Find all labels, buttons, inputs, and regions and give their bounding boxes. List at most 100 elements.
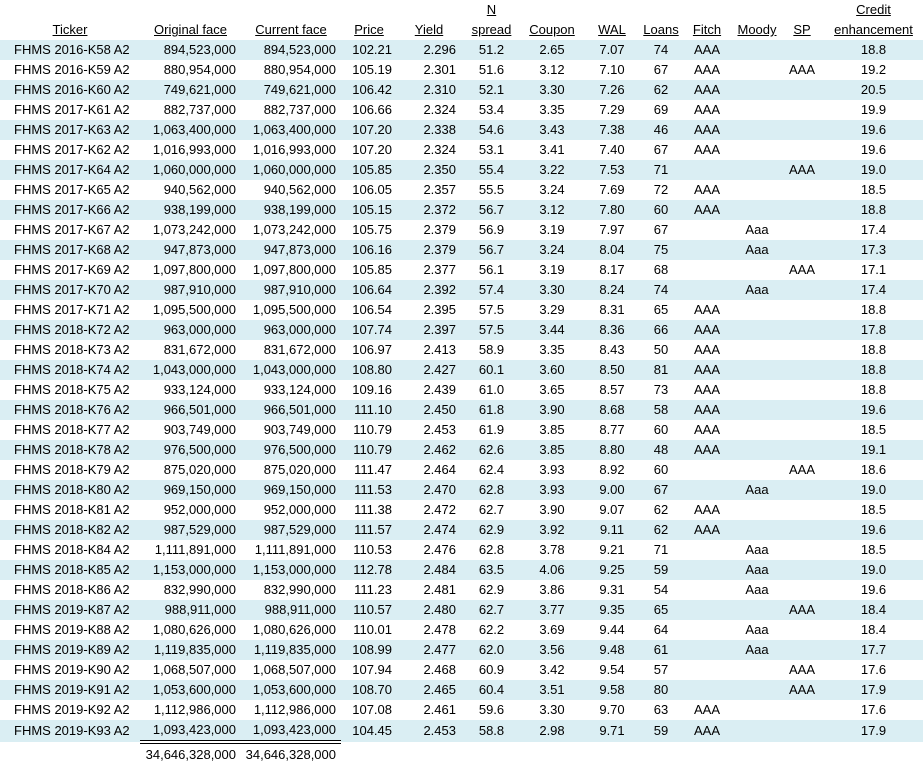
cell-wal[interactable]: 7.38 bbox=[599, 122, 625, 137]
cell-yield[interactable]: 2.379 bbox=[423, 222, 456, 237]
cell-n_spread[interactable]: 60.9 bbox=[478, 662, 505, 677]
cell-yield[interactable]: 2.461 bbox=[423, 702, 456, 717]
cell-original_face[interactable]: 987,910,000 bbox=[163, 282, 236, 297]
cell-original_face[interactable]: 952,000,000 bbox=[163, 502, 236, 517]
cell-coupon[interactable]: 3.60 bbox=[539, 362, 565, 377]
cell-price[interactable]: 107.94 bbox=[352, 662, 392, 677]
cell-yield[interactable]: 2.392 bbox=[423, 282, 456, 297]
cell-original_face[interactable]: 940,562,000 bbox=[163, 182, 236, 197]
cell-price[interactable]: 108.99 bbox=[352, 642, 392, 657]
cell-sp[interactable] bbox=[780, 640, 824, 660]
cell-loans[interactable]: 72 bbox=[653, 182, 669, 197]
cell-moody[interactable] bbox=[734, 300, 780, 320]
cell-fitch[interactable] bbox=[680, 660, 734, 680]
cell-sp[interactable] bbox=[780, 520, 824, 540]
cell-price[interactable]: 106.64 bbox=[352, 282, 392, 297]
header-n_spread-top[interactable]: N bbox=[461, 0, 522, 20]
cell-credit_enhancement[interactable]: 19.2 bbox=[860, 62, 887, 77]
cell-yield[interactable]: 2.324 bbox=[423, 142, 456, 157]
cell-wal[interactable]: 8.80 bbox=[599, 442, 625, 457]
cell-n_spread[interactable]: 57.5 bbox=[478, 302, 505, 317]
cell-moody[interactable] bbox=[734, 180, 780, 200]
cell-n_spread[interactable]: 51.6 bbox=[478, 62, 505, 77]
cell-credit_enhancement[interactable]: 18.6 bbox=[860, 462, 887, 477]
cell-price[interactable]: 106.66 bbox=[352, 102, 392, 117]
cell-yield[interactable]: 2.481 bbox=[423, 582, 456, 597]
cell-sp[interactable] bbox=[780, 40, 824, 60]
cell-credit_enhancement[interactable]: 17.4 bbox=[860, 222, 887, 237]
cell-coupon[interactable]: 3.41 bbox=[539, 142, 565, 157]
header-fitch-top[interactable] bbox=[680, 0, 734, 20]
cell-moody[interactable]: Aaa bbox=[745, 542, 769, 557]
cell-n_spread[interactable]: 56.7 bbox=[478, 242, 505, 257]
cell-price[interactable]: 106.42 bbox=[352, 82, 392, 97]
cell-fitch[interactable] bbox=[680, 160, 734, 180]
cell-loans[interactable]: 74 bbox=[653, 282, 669, 297]
cell-wal[interactable]: 8.36 bbox=[599, 322, 625, 337]
cell-fitch[interactable] bbox=[680, 220, 734, 240]
cell-fitch[interactable] bbox=[680, 600, 734, 620]
cell-ticker[interactable]: FHMS 2019-K88 A2 bbox=[14, 622, 130, 637]
cell-loans[interactable]: 80 bbox=[653, 682, 669, 697]
cell-n_spread[interactable]: 57.4 bbox=[478, 282, 505, 297]
cell-coupon[interactable]: 3.30 bbox=[539, 702, 565, 717]
cell-coupon[interactable]: 3.12 bbox=[539, 202, 565, 217]
cell-original_face[interactable]: 831,672,000 bbox=[163, 342, 236, 357]
cell-loans[interactable]: 58 bbox=[653, 402, 669, 417]
cell-price[interactable]: 108.80 bbox=[352, 362, 392, 377]
cell-n_spread[interactable]: 62.7 bbox=[478, 502, 505, 517]
cell-coupon[interactable]: 3.29 bbox=[539, 302, 565, 317]
cell-price[interactable]: 105.15 bbox=[352, 202, 392, 217]
cell-moody[interactable] bbox=[734, 60, 780, 80]
cell-moody[interactable] bbox=[734, 720, 780, 742]
cell-wal[interactable]: 9.35 bbox=[599, 602, 625, 617]
cell-price[interactable]: 107.20 bbox=[352, 122, 392, 137]
cell-credit_enhancement[interactable]: 19.6 bbox=[860, 522, 887, 537]
cell-current_face[interactable]: 831,672,000 bbox=[263, 342, 336, 357]
cell-n_spread[interactable]: 56.1 bbox=[478, 262, 505, 277]
cell-sp[interactable] bbox=[780, 280, 824, 300]
cell-current_face[interactable]: 1,053,600,000 bbox=[252, 682, 336, 697]
cell-n_spread[interactable]: 62.7 bbox=[478, 602, 505, 617]
cell-coupon[interactable]: 3.93 bbox=[539, 482, 565, 497]
cell-yield[interactable]: 2.301 bbox=[423, 62, 456, 77]
cell-current_face[interactable]: 969,150,000 bbox=[263, 482, 336, 497]
header-price-top[interactable] bbox=[341, 0, 397, 20]
cell-n_spread[interactable]: 59.6 bbox=[478, 702, 505, 717]
cell-price[interactable]: 111.53 bbox=[354, 482, 392, 497]
cell-n_spread[interactable]: 60.4 bbox=[478, 682, 505, 697]
cell-price[interactable]: 111.47 bbox=[354, 462, 392, 477]
cell-moody[interactable] bbox=[734, 680, 780, 700]
cell-loans[interactable]: 67 bbox=[653, 482, 669, 497]
cell-loans[interactable]: 66 bbox=[653, 322, 669, 337]
cell-fitch[interactable]: AAA bbox=[693, 82, 720, 97]
cell-current_face[interactable]: 1,073,242,000 bbox=[252, 222, 336, 237]
cell-moody[interactable] bbox=[734, 600, 780, 620]
cell-yield[interactable]: 2.464 bbox=[423, 462, 456, 477]
cell-credit_enhancement[interactable]: 20.5 bbox=[860, 82, 887, 97]
cell-current_face[interactable]: 966,501,000 bbox=[263, 402, 336, 417]
cell-moody[interactable] bbox=[734, 40, 780, 60]
cell-n_spread[interactable]: 56.7 bbox=[478, 202, 505, 217]
cell-price[interactable]: 105.85 bbox=[352, 162, 392, 177]
cell-price[interactable]: 111.10 bbox=[354, 402, 392, 417]
cell-yield[interactable]: 2.480 bbox=[423, 602, 456, 617]
cell-price[interactable]: 106.54 bbox=[352, 302, 392, 317]
cell-ticker[interactable]: FHMS 2017-K68 A2 bbox=[14, 242, 130, 257]
cell-credit_enhancement[interactable]: 19.9 bbox=[860, 102, 887, 117]
cell-original_face[interactable]: 882,737,000 bbox=[163, 102, 236, 117]
cell-coupon[interactable]: 3.85 bbox=[539, 442, 565, 457]
cell-loans[interactable]: 59 bbox=[653, 562, 669, 577]
cell-sp[interactable] bbox=[780, 720, 824, 742]
cell-ticker[interactable]: FHMS 2017-K66 A2 bbox=[14, 202, 130, 217]
cell-yield[interactable]: 2.296 bbox=[423, 42, 456, 57]
cell-ticker[interactable]: FHMS 2017-K70 A2 bbox=[14, 282, 130, 297]
cell-wal[interactable]: 9.58 bbox=[599, 682, 625, 697]
cell-sp[interactable] bbox=[780, 540, 824, 560]
cell-ticker[interactable]: FHMS 2018-K77 A2 bbox=[14, 422, 130, 437]
cell-yield[interactable]: 2.310 bbox=[423, 82, 456, 97]
cell-original_face[interactable]: 903,749,000 bbox=[163, 422, 236, 437]
cell-original_face[interactable]: 1,112,986,000 bbox=[153, 702, 236, 717]
cell-fitch[interactable]: AAA bbox=[693, 302, 720, 317]
cell-wal[interactable]: 8.77 bbox=[599, 422, 625, 437]
